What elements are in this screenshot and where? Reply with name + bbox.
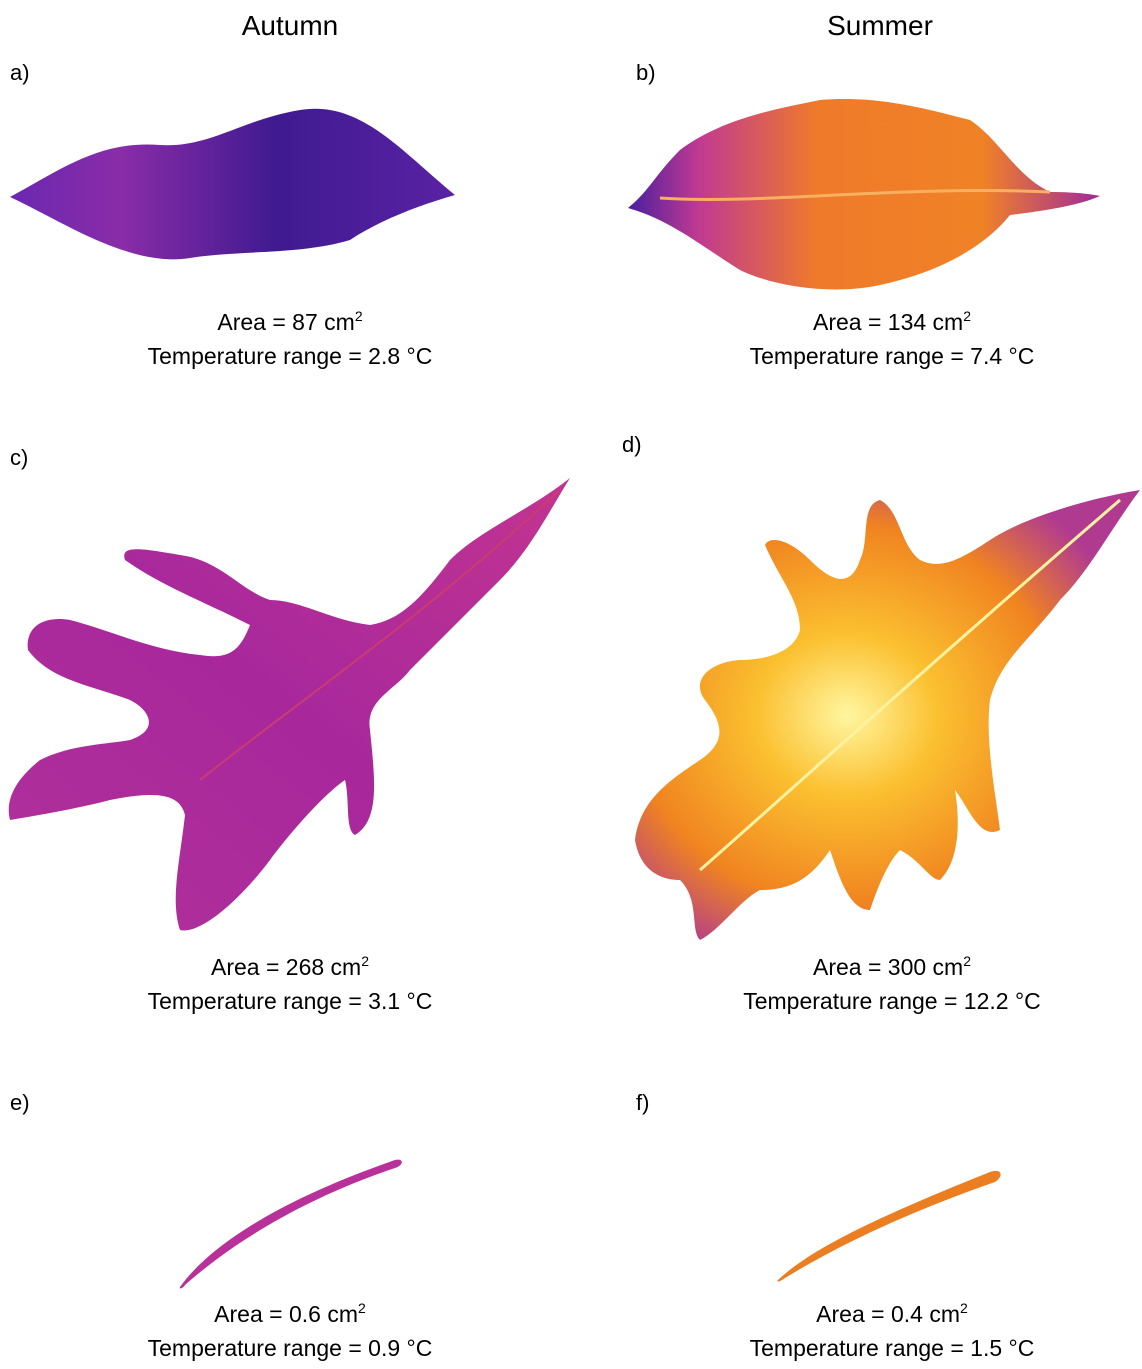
leaf-c-midrib	[199, 489, 561, 781]
area-prefix: Area =	[816, 1301, 891, 1327]
leaf-c-thermal	[8, 478, 570, 931]
temp-range-value: 3.1	[368, 988, 401, 1014]
area-unit: cm	[330, 954, 362, 980]
temp-range-value: 1.5	[970, 1335, 1003, 1361]
temp-range-value: 0.9	[368, 1335, 401, 1361]
area-value: 87	[292, 309, 318, 335]
area-value: 0.6	[288, 1301, 321, 1327]
area-exponent: 2	[358, 1300, 366, 1316]
leaf-b-midrib	[659, 188, 1051, 202]
area-prefix: Area =	[812, 954, 888, 980]
area-unit: cm	[324, 309, 355, 335]
column-title-autumn: Autumn	[241, 10, 339, 41]
temp-prefix: Temperature range =	[147, 1335, 369, 1361]
leaf-a-thermal	[10, 108, 455, 260]
area-value: 134	[887, 309, 927, 335]
caption-a: Area = 87 cm2 Temperature range = 2.8 °C	[40, 305, 540, 373]
panel-label-b: b)	[636, 60, 656, 85]
temp-prefix: Temperature range =	[743, 988, 964, 1014]
area-value: 300	[887, 954, 927, 980]
temp-range-value: 2.8	[368, 343, 401, 369]
temp-prefix: Temperature range =	[147, 988, 369, 1014]
caption-e: Area = 0.6 cm2 Temperature range = 0.9 °…	[40, 1297, 540, 1365]
leaf-d-midrib	[699, 498, 1121, 872]
area-exponent: 2	[354, 308, 363, 324]
leaf-e-thermal	[179, 1159, 402, 1289]
area-prefix: Area =	[214, 1301, 289, 1327]
column-title-summer: Summer	[827, 10, 933, 41]
panel-label-d: d)	[622, 432, 642, 457]
caption-d: Area = 300 cm2 Temperature range = 12.2 …	[642, 950, 1142, 1018]
area-unit: cm	[932, 309, 964, 335]
temp-unit: °C	[406, 1335, 433, 1361]
area-exponent: 2	[361, 953, 370, 969]
leaf-d-thermal	[635, 490, 1140, 940]
panel-label-e: e)	[10, 1090, 30, 1115]
temp-unit: °C	[1008, 343, 1035, 369]
caption-c: Area = 268 cm2 Temperature range = 3.1 °…	[40, 950, 540, 1018]
temp-prefix: Temperature range =	[749, 343, 971, 369]
area-unit: cm	[929, 1301, 961, 1327]
caption-f: Area = 0.4 cm2 Temperature range = 1.5 °…	[642, 1297, 1142, 1365]
temp-unit: °C	[406, 343, 433, 369]
caption-b: Area = 134 cm2 Temperature range = 7.4 °…	[642, 305, 1142, 373]
leaf-f-thermal	[777, 1170, 1001, 1282]
temp-unit: °C	[1014, 988, 1041, 1014]
area-unit: cm	[327, 1301, 359, 1327]
panel-label-a: a)	[10, 60, 30, 85]
temp-unit: °C	[1008, 1335, 1035, 1361]
area-exponent: 2	[963, 308, 972, 324]
area-unit: cm	[932, 954, 964, 980]
area-exponent: 2	[963, 953, 972, 969]
area-prefix: Area =	[812, 309, 888, 335]
area-value: 268	[285, 954, 325, 980]
area-prefix: Area =	[210, 954, 286, 980]
temp-range-value: 12.2	[963, 988, 1009, 1014]
area-value: 0.4	[890, 1301, 923, 1327]
panel-label-c: c)	[10, 445, 29, 470]
temp-prefix: Temperature range =	[749, 1335, 971, 1361]
temp-range-value: 7.4	[970, 343, 1003, 369]
panel-label-f: f)	[636, 1090, 650, 1115]
area-prefix: Area =	[217, 309, 293, 335]
temp-prefix: Temperature range =	[147, 343, 369, 369]
temp-unit: °C	[406, 988, 433, 1014]
area-exponent: 2	[960, 1300, 968, 1316]
